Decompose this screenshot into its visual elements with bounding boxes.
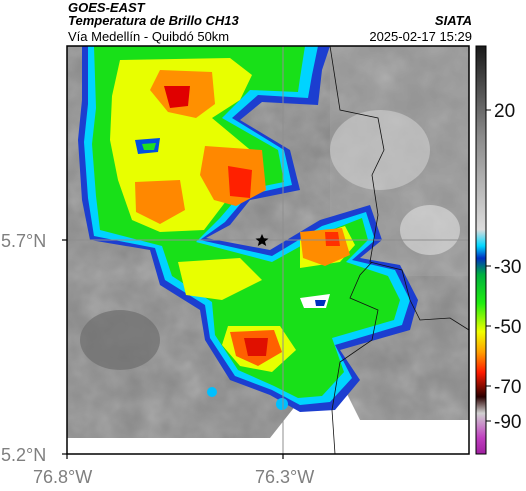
satellite-title: GOES-EAST	[68, 0, 145, 15]
colorbar-tick-label: 20	[494, 101, 515, 122]
cloud-fragment	[276, 398, 288, 410]
colorbar-tick-label: -70	[494, 377, 521, 398]
brand-label: SIATA	[434, 13, 472, 28]
lat-tick-label: 5.2°N	[1, 445, 46, 465]
colorbar	[475, 45, 487, 455]
no-data-strip	[67, 380, 469, 454]
datetime-label: 2025-02-17 15:29	[369, 29, 472, 44]
map-area	[67, 46, 469, 454]
colorbar-tick-label: -30	[494, 257, 521, 278]
convective-cloud-layers	[78, 46, 418, 412]
route-subtitle: Vía Medellín - Quibdó 50km	[68, 29, 230, 44]
lon-tick-label: 76.8°W	[33, 467, 92, 487]
colorbar-tick-label: -50	[494, 317, 521, 338]
map-frame	[66, 45, 470, 455]
lat-tick-label: 5.7°N	[1, 231, 46, 251]
location-star-icon	[255, 234, 269, 246]
department-border	[329, 46, 469, 331]
product-title: Temperatura de Brillo CH13	[68, 13, 239, 28]
lon-tick-label: 76.3°W	[255, 467, 314, 487]
cloud-fragment	[207, 387, 217, 397]
colorbar-tick-label: -90	[494, 412, 521, 433]
department-border	[331, 261, 379, 454]
